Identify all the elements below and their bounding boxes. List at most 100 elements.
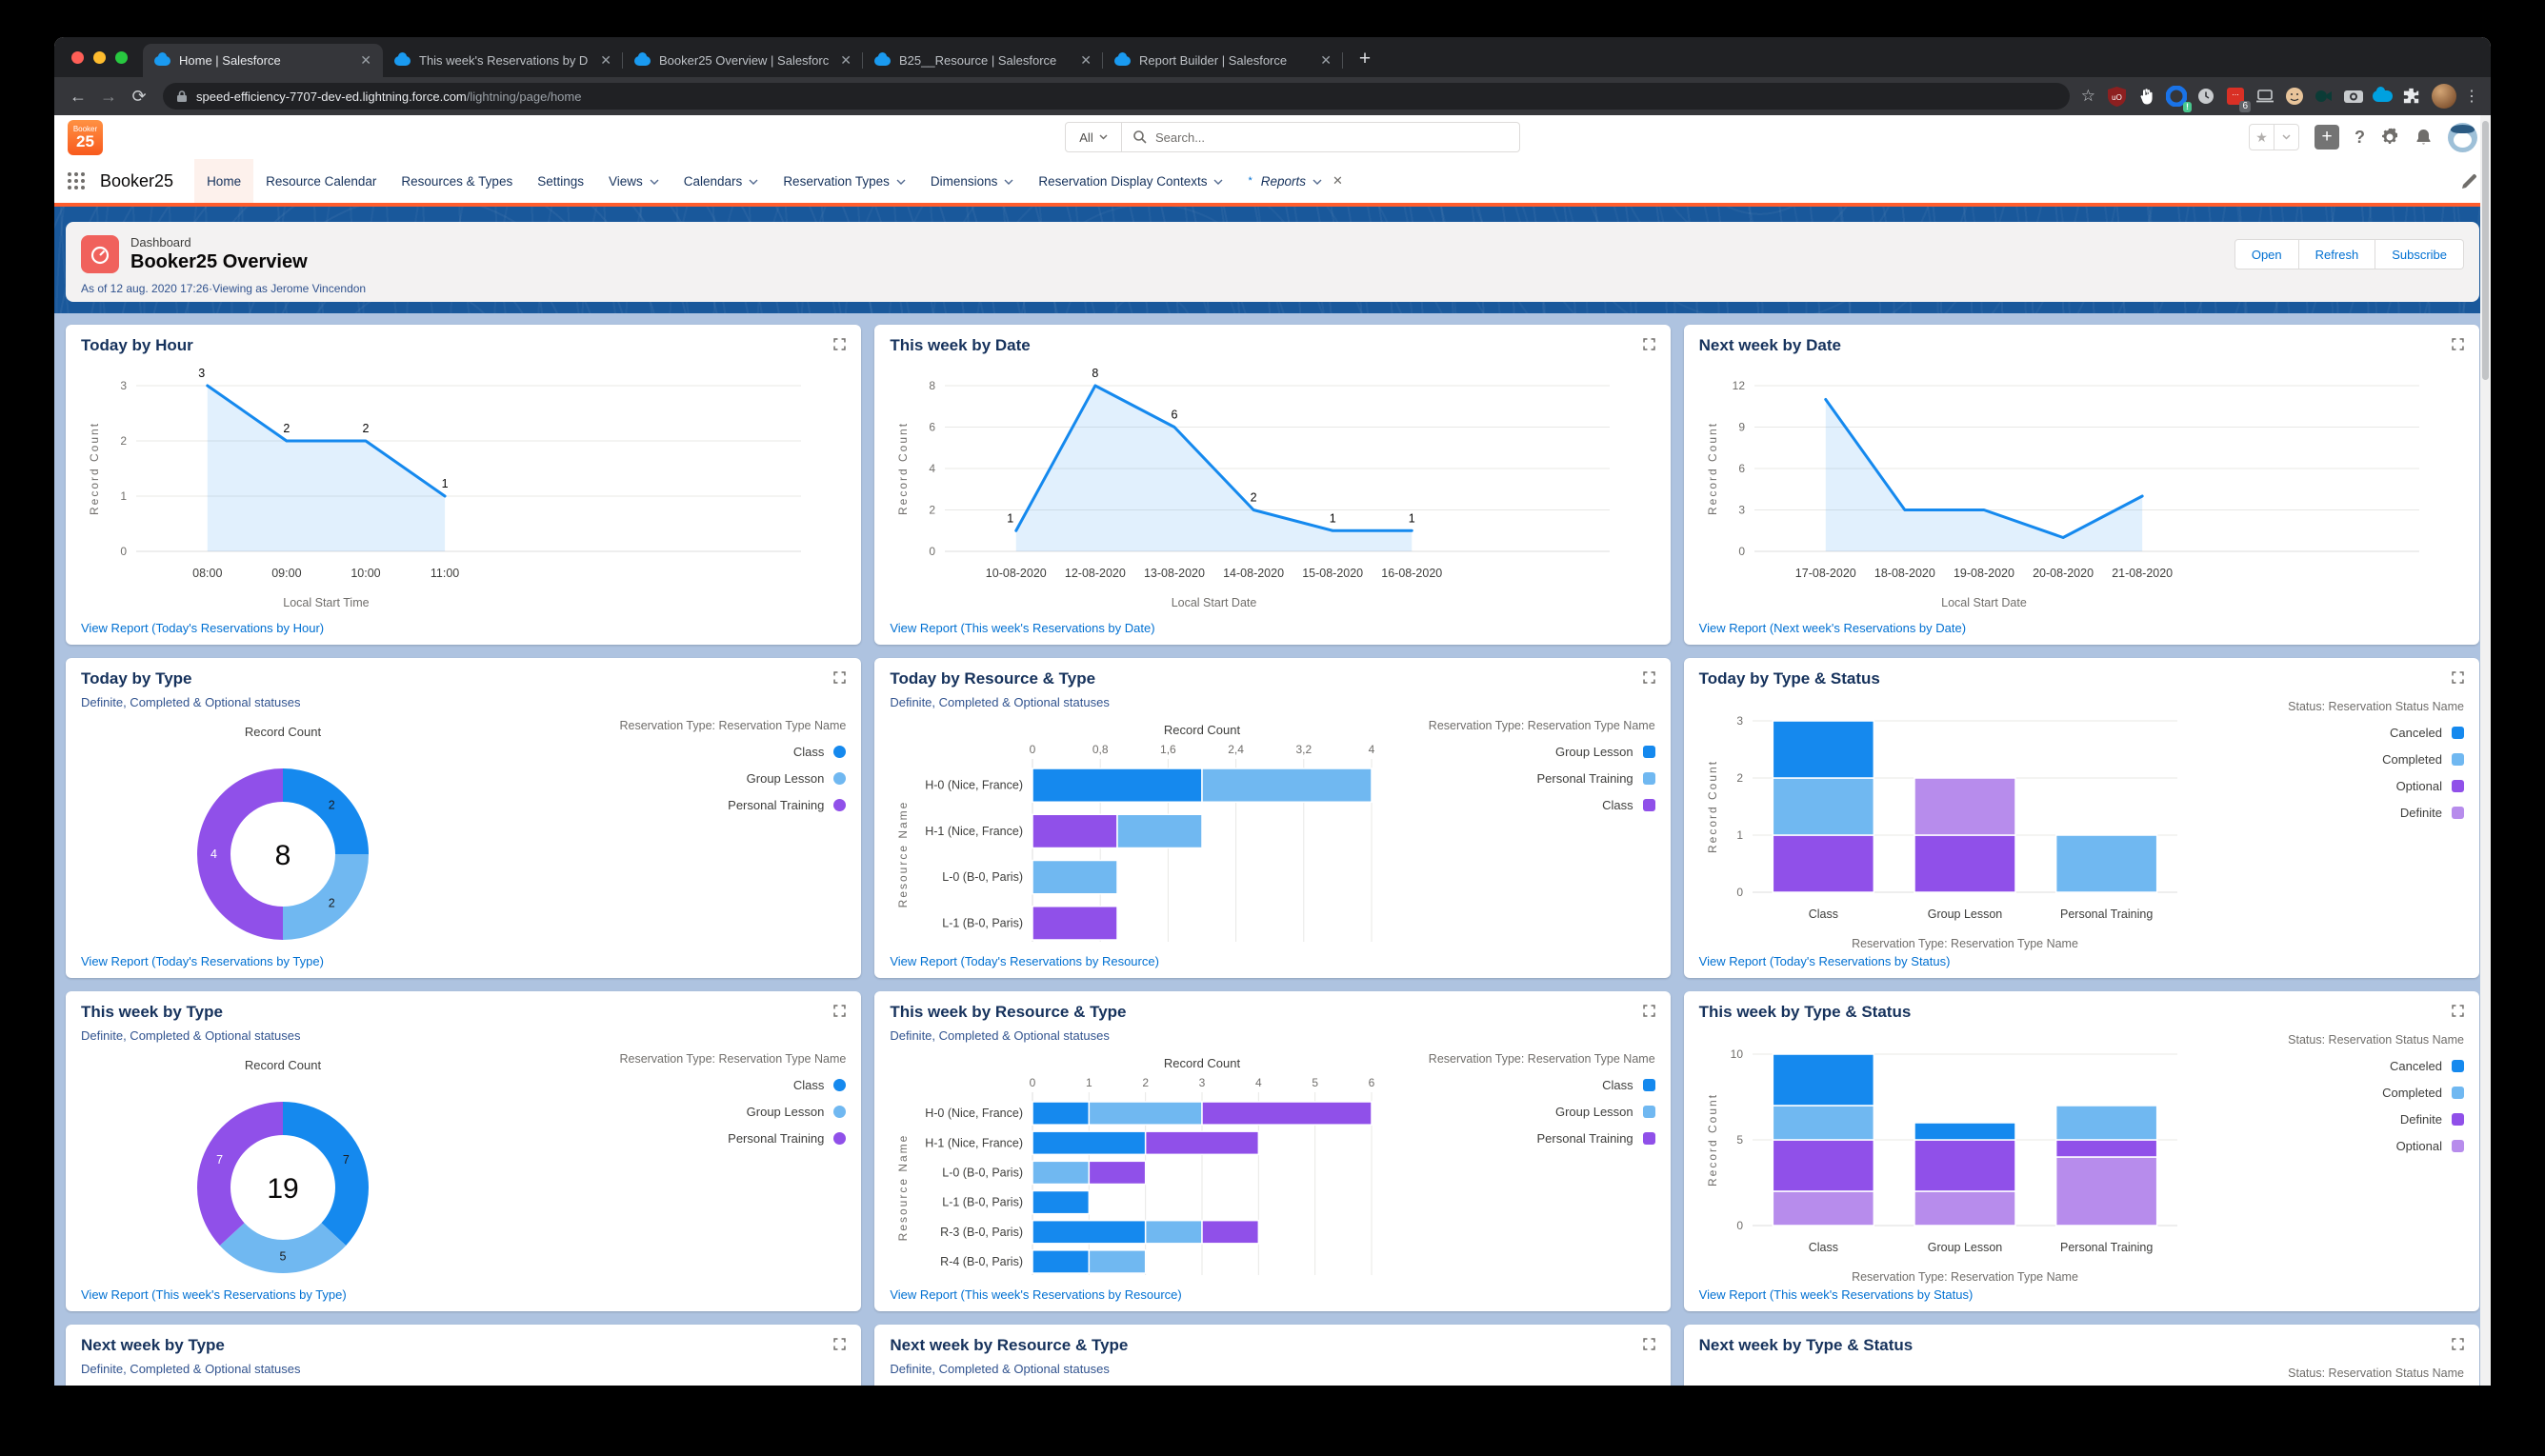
expand-icon[interactable] (832, 670, 847, 685)
extension-meet-icon[interactable] (2311, 84, 2336, 110)
edit-page-pencil-icon[interactable] (2461, 173, 2477, 189)
search-input[interactable]: Search... (1122, 122, 1520, 152)
tab-close-icon[interactable]: ✕ (600, 52, 611, 68)
dashboard-header-band: Dashboard Booker25 Overview As of 12 aug… (54, 207, 2491, 313)
forward-button[interactable]: → (100, 86, 117, 106)
tab-close-icon[interactable]: ✕ (1080, 52, 1092, 68)
view-report-link[interactable]: View Report (Today's Reservations by Res… (890, 954, 1159, 968)
browser-tab[interactable]: B25__Resource | Salesforce ✕ (863, 44, 1103, 77)
refresh-button[interactable]: Refresh (2298, 239, 2376, 269)
view-report-link[interactable]: View Report (Next week's Reservations by… (1698, 621, 1967, 635)
close-tab-icon[interactable]: ✕ (1333, 173, 1343, 188)
nav-tab-reservation-display-contexts[interactable]: Reservation Display Contexts (1026, 159, 1235, 203)
reload-button[interactable]: ⟳ (131, 86, 147, 106)
extension-salesforce-icon[interactable] (2370, 84, 2395, 110)
chart-legend: Reservation Type: Reservation Type Name … (1429, 719, 1655, 812)
legend-swatch (1642, 746, 1655, 758)
expand-icon[interactable] (832, 1004, 847, 1018)
expand-icon[interactable] (2451, 1004, 2465, 1018)
extension-ublock-icon[interactable]: uO (2104, 84, 2130, 110)
extension-clock-icon[interactable] (2193, 84, 2218, 110)
dashboard-header-card: Dashboard Booker25 Overview As of 12 aug… (66, 222, 2479, 302)
expand-icon[interactable] (1642, 1004, 1656, 1018)
svg-text:H-0 (Nice, France): H-0 (Nice, France) (926, 779, 1024, 792)
scrollbar-thumb[interactable] (2482, 121, 2489, 380)
extensions-puzzle-icon[interactable] (2399, 84, 2425, 110)
global-actions-button[interactable]: + (2315, 125, 2339, 150)
svg-text:9: 9 (1738, 421, 1745, 434)
new-tab-button[interactable]: + (1358, 48, 1372, 70)
browser-menu-icon[interactable]: ⋮ (2464, 89, 2479, 105)
view-report-link[interactable]: View Report (This week's Reservations by… (1698, 1287, 1974, 1302)
favorite-star-icon[interactable]: ★ (2255, 129, 2268, 145)
subscribe-button[interactable]: Subscribe (2375, 239, 2464, 269)
nav-tab-label: Resource Calendar (266, 173, 377, 189)
back-button[interactable]: ← (70, 86, 87, 106)
view-report-link[interactable]: View Report (This week's Reservations by… (890, 1287, 1182, 1302)
expand-icon[interactable] (2451, 670, 2465, 685)
expand-icon[interactable] (1642, 1337, 1656, 1351)
view-report-link[interactable]: View Report (Today's Reservations by Sta… (1698, 954, 1951, 968)
view-report-link[interactable]: View Report (Today's Reservations by Hou… (81, 621, 325, 635)
dashboard-body: Today by Hour Record Count 0 1 2 3 3 2 2 1 08:00 0… (54, 313, 2491, 1386)
extension-loom-icon[interactable]: ! (2163, 84, 2192, 112)
browser-tab[interactable]: This week's Reservations by D ✕ (383, 44, 623, 77)
browser-tab[interactable]: Report Builder | Salesforce ✕ (1103, 44, 1343, 77)
app-launcher-icon[interactable] (68, 172, 85, 189)
chevron-down-icon (650, 179, 659, 185)
close-window-button[interactable] (71, 50, 84, 64)
svg-text:3: 3 (120, 379, 127, 392)
view-report-link[interactable]: View Report (This week's Reservations by… (81, 1287, 347, 1302)
expand-icon[interactable] (2451, 337, 2465, 351)
svg-text:Class: Class (1808, 1241, 1837, 1254)
nav-tab-views[interactable]: Views (596, 159, 671, 203)
svg-text:16-08-2020: 16-08-2020 (1382, 567, 1443, 580)
expand-icon[interactable] (1642, 337, 1656, 351)
maximize-window-button[interactable] (115, 50, 128, 64)
browser-tabs: Home | Salesforce ✕ This week's Reservat… (143, 37, 1343, 77)
view-report-link[interactable]: View Report (This week's Reservations by… (890, 621, 1155, 635)
svg-text:10:00: 10:00 (351, 567, 380, 580)
extension-camera-icon[interactable] (2340, 84, 2366, 110)
expand-icon[interactable] (832, 1337, 847, 1351)
legend-swatch (1642, 772, 1655, 785)
nav-tab-calendars[interactable]: Calendars (671, 159, 772, 203)
browser-tab[interactable]: Booker25 Overview | Salesforc ✕ (623, 44, 863, 77)
expand-icon[interactable] (832, 337, 847, 351)
extension-adblock-badge-icon[interactable]: ... 6 (2222, 84, 2251, 112)
favorites-dropdown-icon[interactable] (2274, 125, 2298, 150)
nav-tab-reports[interactable]: * Reports ✕ (1235, 159, 1354, 203)
setup-gear-icon[interactable] (2380, 128, 2399, 147)
svg-text:0,8: 0,8 (1092, 743, 1109, 756)
extension-avatar-face-icon[interactable] (2281, 84, 2307, 110)
dashboard-gauge-icon (81, 235, 119, 273)
search-scope-dropdown[interactable]: All (1065, 122, 1122, 152)
open-button[interactable]: Open (2234, 239, 2299, 269)
svg-text:L-1 (B-0, Paris): L-1 (B-0, Paris) (943, 1196, 1024, 1209)
nav-tab-resources-types[interactable]: Resources & Types (389, 159, 525, 203)
nav-tab-dimensions[interactable]: Dimensions (918, 159, 1027, 203)
minimize-window-button[interactable] (93, 50, 106, 64)
nav-tab-reservation-types[interactable]: Reservation Types (771, 159, 918, 203)
extension-hand-icon[interactable] (2134, 84, 2159, 110)
card-title: This week by Type (81, 1003, 223, 1021)
tab-close-icon[interactable]: ✕ (840, 52, 852, 68)
browser-tab[interactable]: Home | Salesforce ✕ (143, 44, 383, 77)
nav-tab-resource-calendar[interactable]: Resource Calendar (253, 159, 389, 203)
tab-close-icon[interactable]: ✕ (360, 52, 371, 68)
nav-tab-home[interactable]: Home (194, 159, 254, 203)
browser-profile-avatar[interactable] (2432, 84, 2456, 109)
tab-close-icon[interactable]: ✕ (1320, 52, 1332, 68)
expand-icon[interactable] (2451, 1337, 2465, 1351)
view-report-link[interactable]: View Report (Today's Reservations by Typ… (81, 954, 324, 968)
user-avatar[interactable] (2448, 122, 2477, 152)
expand-icon[interactable] (1642, 670, 1656, 685)
legend-label: Class (792, 1078, 825, 1092)
legend-swatch (2451, 1140, 2464, 1152)
nav-tab-settings[interactable]: Settings (525, 159, 596, 203)
extension-laptop-icon[interactable] (2252, 84, 2277, 110)
help-icon[interactable]: ? (2355, 127, 2365, 147)
notifications-bell-icon[interactable] (2415, 128, 2433, 147)
bookmark-star-icon[interactable]: ☆ (2080, 87, 2095, 105)
address-bar[interactable]: speed-efficiency-7707-dev-ed.lightning.f… (163, 83, 2070, 110)
